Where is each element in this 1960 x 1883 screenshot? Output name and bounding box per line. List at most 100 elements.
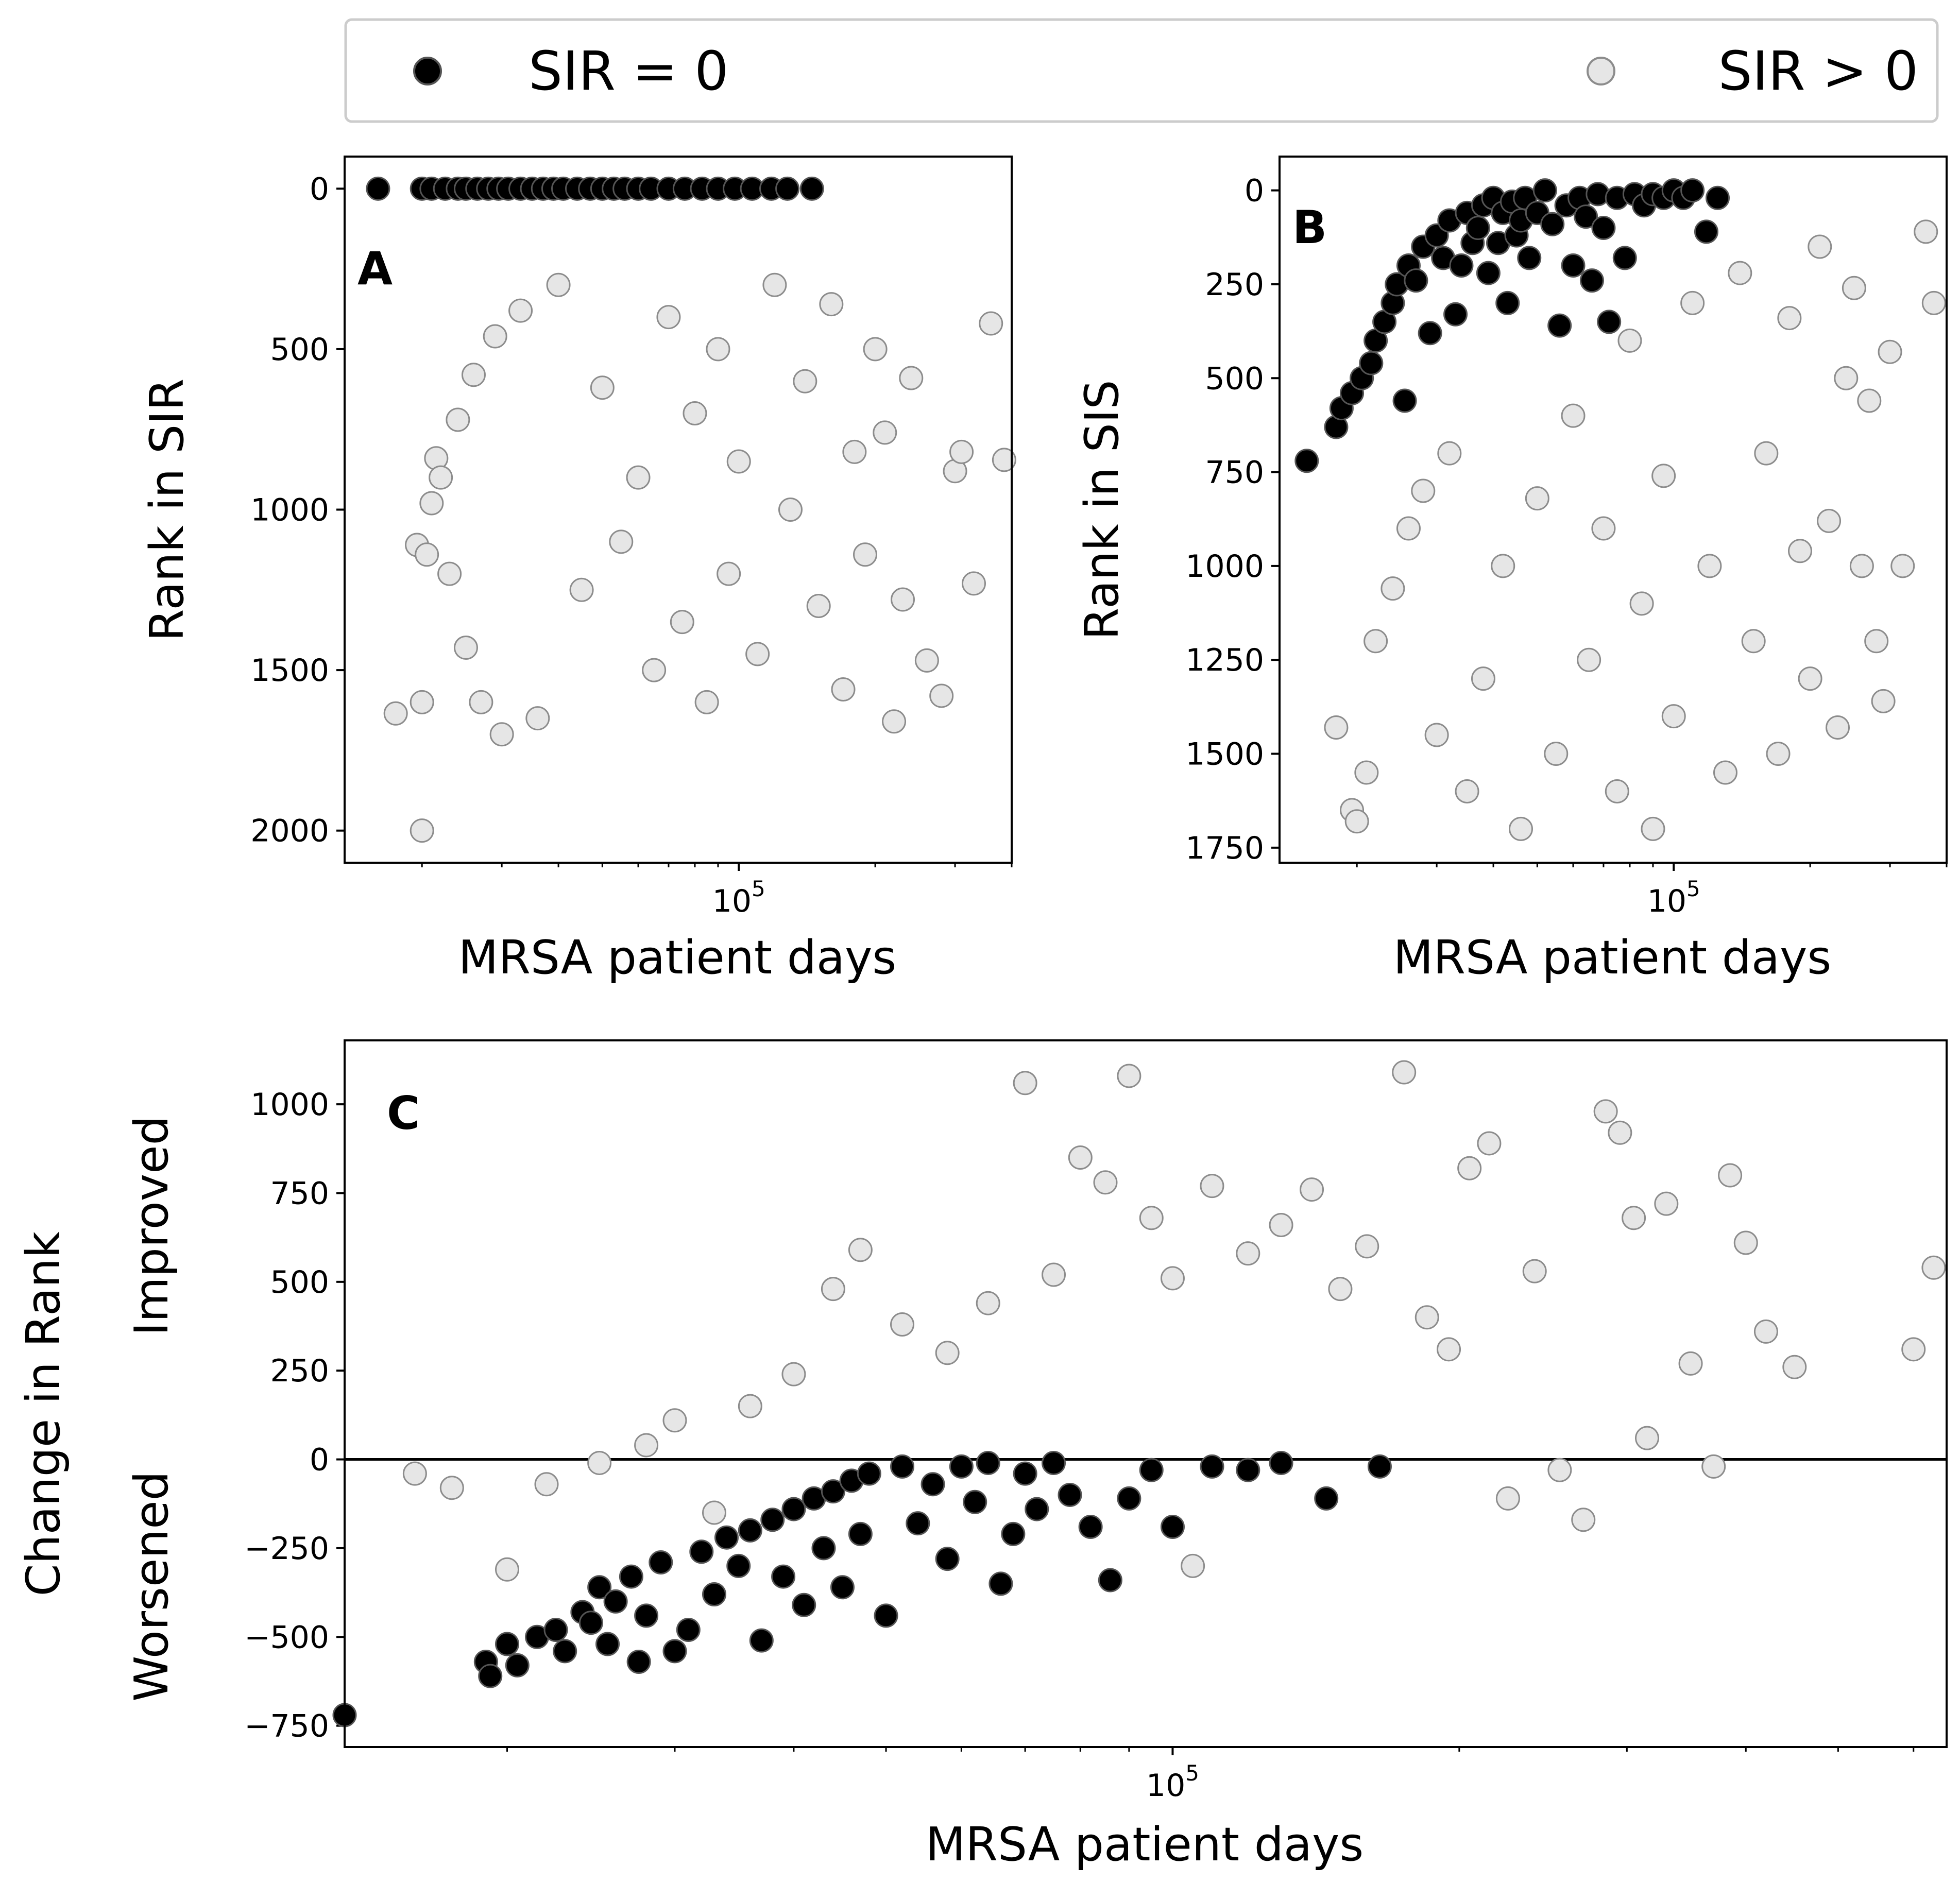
point-sir-positive [706,337,730,362]
point-sir-positive [976,1291,1000,1315]
point-sir-positive [1834,366,1859,390]
panel-c-ticks: −750 −500 −250 0 250 500 750 1000 105 [244,1087,1915,1804]
point-sir-positive [762,272,787,297]
point-sir-positive [1364,629,1388,654]
point-sir-positive [778,498,803,522]
point-sir-positive [1324,715,1349,740]
point-sir-zero [495,1632,520,1656]
point-sir-zero [1042,1450,1066,1475]
y-tick-label: 750 [270,1175,329,1211]
point-sir-positive [546,272,571,297]
point-sir-positive [410,818,434,843]
point-sir-positive [1181,1553,1205,1578]
point-sir-zero [1001,1521,1026,1546]
point-sir-zero [649,1550,673,1574]
point-sir-positive [1608,1120,1632,1145]
point-sir-zero [1694,219,1718,244]
point-sir-positive [1396,516,1421,541]
point-sir-positive [1678,1351,1703,1376]
point-sir-positive [1701,1454,1726,1479]
point-sir-positive [1680,290,1705,315]
point-sir-zero [1597,310,1622,334]
point-sir-positive [848,1238,873,1262]
point-sir-zero [1706,185,1730,210]
point-sir-positive [914,648,939,673]
point-sir-zero [1078,1515,1103,1539]
point-sir-zero [1025,1497,1049,1521]
point-sir-positive [1355,1234,1379,1259]
point-sir-positive [1591,516,1616,541]
y-tick-label: 0 [1245,173,1264,209]
point-sir-positive [863,337,888,362]
y-tick-label: 2000 [250,813,329,849]
point-sir-positive [495,1557,520,1582]
point-sir-positive [819,292,844,317]
panel-a-xlabel: MRSA patient days [458,931,896,985]
point-sir-zero [1314,1486,1339,1511]
point-sir-positive [842,439,867,464]
point-sir-zero [1449,253,1474,278]
y-tick-label: 1750 [1185,830,1264,866]
point-sir-zero [760,1508,785,1532]
panel-c: Change in Rank Improved Worsened MRSA pa… [16,1039,1948,1872]
point-sir-positive [656,305,681,330]
point-sir-positive [1713,760,1737,785]
point-sir-positive [1160,1266,1185,1291]
point-sir-positive [831,677,856,701]
point-sir-positive [1328,1277,1353,1302]
y-tick-label: 500 [270,332,329,368]
point-sir-zero [738,1518,762,1543]
point-sir-positive [1857,388,1882,413]
point-sir-positive [1921,1255,1946,1280]
point-sir-zero [811,1536,836,1561]
point-sir-positive [1849,554,1874,578]
x-tick-label: 105 [1647,876,1700,919]
point-sir-positive [1300,1177,1324,1202]
point-sir-positive [1914,219,1938,244]
point-sir-positive [1641,816,1665,841]
point-sir-positive [1808,234,1832,259]
panel-b: Rank in SIS MRSA patient days 0 250 500 750… [1075,156,1948,985]
y-tick-label: 250 [1205,267,1264,303]
legend: SIR = 0 SIR > 0 [344,18,1939,123]
point-sir-zero [702,1582,726,1607]
point-sir-positive [1890,554,1915,578]
y-tick-label: 0 [310,1442,329,1478]
point-sir-positive [1495,1486,1520,1511]
point-sir-zero [1579,268,1604,293]
panel-b-ticks: 0 250 500 750 1000 1250 1500 1750 105 [1185,173,1948,919]
point-sir-positive [717,561,741,586]
point-sir-zero [689,1539,714,1564]
point-sir-zero [1160,1515,1185,1539]
point-sir-positive [1651,464,1676,488]
point-sir-positive [821,1277,845,1302]
point-sir-positive [1455,779,1479,803]
point-sir-zero [1418,321,1442,346]
panel-c-frame [344,1039,1948,1748]
panel-b-xlabel: MRSA patient days [1393,931,1831,985]
point-sir-zero [1404,268,1428,293]
point-sir-zero [935,1547,960,1571]
panel-b-letter: B [1292,201,1327,254]
point-sir-zero [1359,351,1384,375]
y-tick-label: 1000 [1185,549,1264,585]
point-sir-positive [469,690,493,714]
point-sir-positive [745,642,770,666]
point-sir-positive [1139,1206,1164,1230]
point-sir-positive [461,363,486,387]
point-sir-positive [853,542,878,567]
point-sir-zero [749,1628,774,1653]
point-sir-zero [1058,1482,1082,1507]
point-sir-zero [714,1525,739,1550]
point-sir-zero [921,1472,945,1497]
point-sir-positive [979,311,1003,336]
point-sir-positive [1654,1191,1679,1216]
point-sir-positive [1547,1458,1572,1482]
point-sir-zero [830,1575,855,1600]
point-sir-zero [1476,261,1501,285]
point-sir-zero [626,1650,651,1674]
point-sir-zero [1547,313,1572,338]
point-sir-positive [738,1394,762,1418]
point-sir-positive [702,1500,726,1525]
panel-a-ticks: 0 500 1000 1500 2000 105 [250,171,1013,919]
